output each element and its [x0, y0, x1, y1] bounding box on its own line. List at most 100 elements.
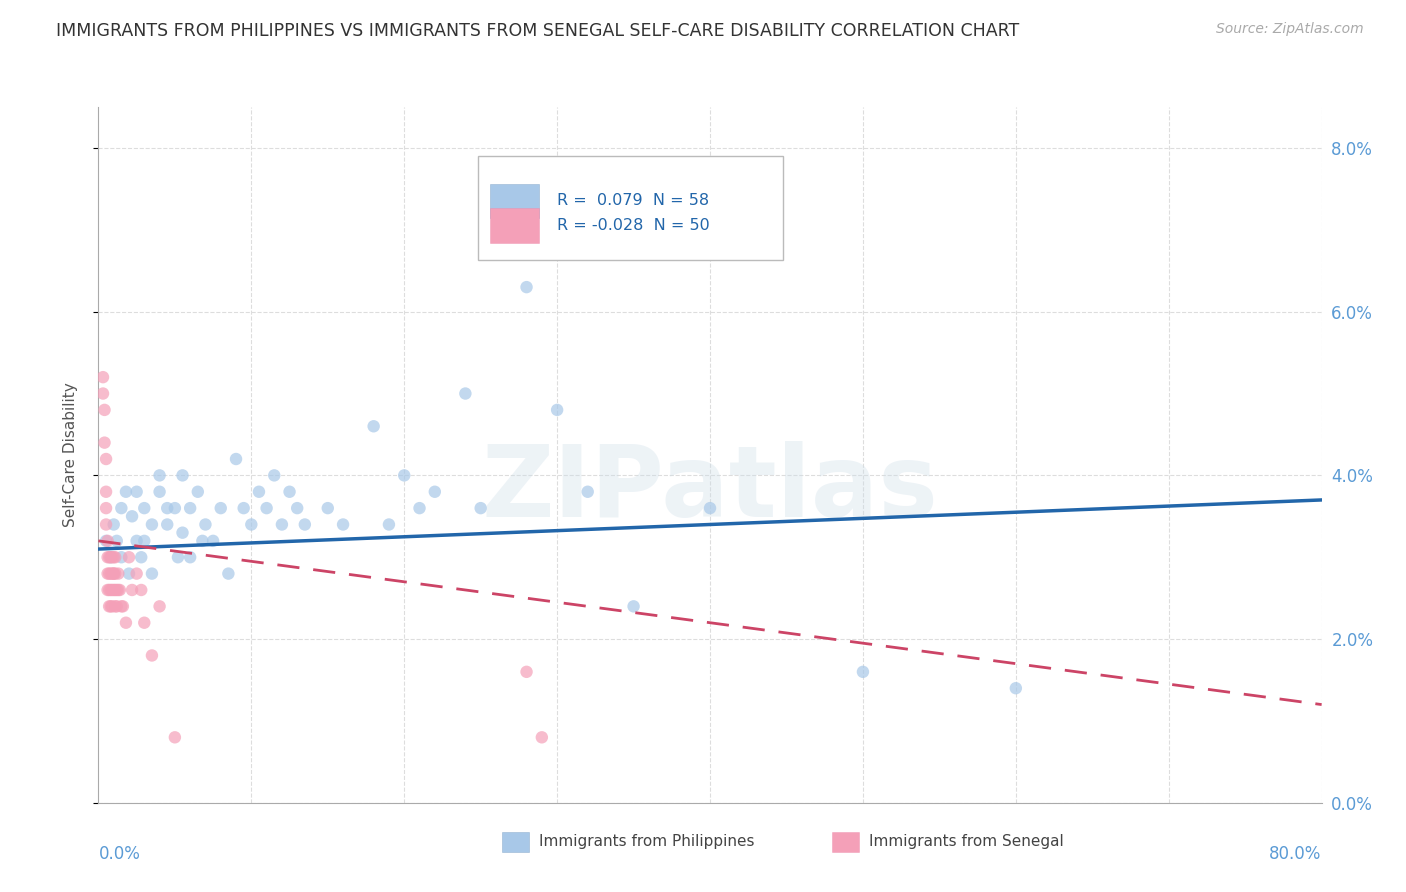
FancyBboxPatch shape [489, 184, 538, 219]
Point [516, 665, 538, 679]
Point [149, 599, 172, 614]
Point [104, 550, 127, 565]
Point [256, 501, 278, 516]
Point [108, 582, 131, 597]
Text: IMMIGRANTS FROM PHILIPPINES VS IMMIGRANTS FROM SENEGAL SELF-CARE DISABILITY CORR: IMMIGRANTS FROM PHILIPPINES VS IMMIGRANT… [56, 22, 1019, 40]
Point [576, 484, 599, 499]
Point [105, 599, 128, 614]
Point [118, 550, 141, 565]
Point [149, 468, 172, 483]
Text: 80.0%: 80.0% [1270, 845, 1322, 863]
Point [217, 566, 239, 581]
Point [172, 525, 194, 540]
Point [263, 468, 285, 483]
Point [121, 582, 143, 597]
FancyBboxPatch shape [489, 208, 538, 243]
Point [285, 501, 308, 516]
Point [97, 533, 120, 548]
Point [103, 550, 125, 565]
Point [94, 484, 117, 499]
Point [107, 566, 129, 581]
Point [156, 501, 179, 516]
Point [141, 517, 163, 532]
Point [516, 280, 538, 294]
Point [134, 533, 156, 548]
Point [118, 566, 141, 581]
Point [105, 533, 128, 548]
Point [100, 599, 122, 614]
Point [104, 599, 127, 614]
FancyBboxPatch shape [832, 832, 859, 852]
Point [316, 501, 339, 516]
Point [125, 566, 148, 581]
FancyBboxPatch shape [478, 156, 783, 260]
Point [103, 517, 125, 532]
Point [163, 731, 186, 745]
Point [179, 550, 201, 565]
Text: R = -0.028  N = 50: R = -0.028 N = 50 [557, 218, 710, 233]
Point [149, 484, 172, 499]
Point [852, 665, 875, 679]
Point [100, 582, 122, 597]
Point [423, 484, 446, 499]
Point [172, 468, 194, 483]
Point [104, 566, 127, 581]
Point [134, 501, 156, 516]
Text: 0.0%: 0.0% [98, 845, 141, 863]
Point [1004, 681, 1026, 696]
Point [363, 419, 385, 434]
Point [105, 582, 128, 597]
Point [91, 370, 114, 384]
Point [270, 517, 292, 532]
Point [530, 731, 553, 745]
Point [141, 566, 163, 581]
Point [94, 501, 117, 516]
Point [202, 533, 225, 548]
Point [97, 582, 120, 597]
Point [232, 501, 254, 516]
Point [100, 550, 122, 565]
Point [332, 517, 354, 532]
Point [167, 550, 190, 565]
FancyBboxPatch shape [502, 832, 529, 852]
Point [110, 599, 132, 614]
Point [134, 615, 156, 630]
Point [408, 501, 430, 516]
Point [129, 550, 152, 565]
Point [94, 517, 117, 532]
Point [98, 599, 121, 614]
Point [454, 386, 477, 401]
Point [98, 550, 121, 565]
Text: Source: ZipAtlas.com: Source: ZipAtlas.com [1216, 22, 1364, 37]
Point [240, 517, 263, 532]
Point [209, 501, 232, 516]
Point [103, 566, 125, 581]
Text: ZIPatlas: ZIPatlas [482, 442, 938, 538]
Point [141, 648, 163, 663]
Point [125, 533, 148, 548]
Point [115, 484, 138, 499]
Y-axis label: Self-Care Disability: Self-Care Disability [63, 383, 77, 527]
Point [392, 468, 416, 483]
Point [179, 501, 201, 516]
Point [103, 566, 125, 581]
Point [101, 550, 124, 565]
Point [101, 599, 124, 614]
Text: R =  0.079  N = 58: R = 0.079 N = 58 [557, 194, 709, 209]
Point [121, 509, 143, 524]
Point [194, 517, 217, 532]
Point [115, 615, 138, 630]
Point [378, 517, 401, 532]
Point [100, 566, 122, 581]
Point [97, 550, 120, 565]
Text: Immigrants from Senegal: Immigrants from Senegal [869, 834, 1064, 849]
Point [470, 501, 492, 516]
Point [104, 582, 127, 597]
Point [103, 582, 125, 597]
Point [546, 403, 568, 417]
Point [125, 484, 148, 499]
Point [247, 484, 270, 499]
Point [294, 517, 316, 532]
Point [107, 582, 129, 597]
Point [94, 452, 117, 467]
